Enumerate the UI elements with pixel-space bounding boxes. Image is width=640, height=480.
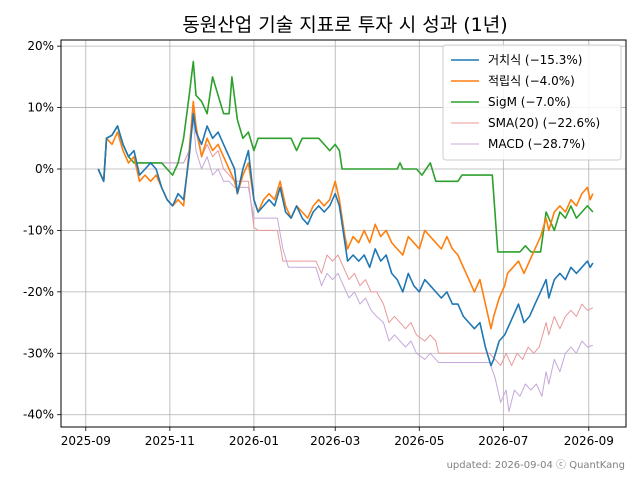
x-tick-label: 2026-01: [229, 434, 279, 448]
series-lines: [97, 60, 594, 413]
plot-frame: [60, 39, 627, 428]
x-tick-label: 2026-05: [394, 434, 444, 448]
x-tick-label: 2026-07: [478, 434, 528, 448]
legend-label: 거치식 (−15.3%): [488, 53, 582, 67]
y-tick-label: -10%: [23, 223, 54, 237]
legend-label: 적립식 (−4.0%): [488, 74, 575, 88]
y-tick-label: -20%: [23, 285, 54, 299]
x-tick-label: 2026-09: [564, 434, 614, 448]
x-tick-label: 2025-09: [61, 434, 111, 448]
y-tick-label: 10%: [27, 101, 54, 115]
y-tick-label: -30%: [23, 346, 54, 360]
grid-lines: [61, 40, 626, 427]
series-line-3: [97, 60, 594, 253]
series-line-5: [97, 119, 594, 413]
y-tick-label: 20%: [27, 39, 54, 53]
legend-label: SigM (−7.0%): [488, 95, 571, 109]
y-tick-label: 0%: [35, 162, 54, 176]
y-tick-label: -40%: [23, 408, 54, 422]
footer-credit: updated: 2026-09-04 ⓒ QuantKang: [447, 459, 625, 471]
legend-box: [442, 44, 622, 161]
axis-ticks: 20% 10% 0% -10% -20% -30% -40% 2025-09 2025-11 20…: [23, 39, 614, 448]
x-tick-label: 2026-03: [310, 434, 360, 448]
chart-title: 동원산업 기술 지표로 투자 시 성과 (1년): [182, 14, 507, 36]
legend-label: SMA(20) (−22.6%): [488, 116, 600, 130]
x-tick-label: 2025-11: [145, 434, 195, 448]
legend-label: MACD (−28.7%): [488, 137, 585, 151]
series-line-2: [97, 100, 594, 330]
legend: 거치식 (−15.3%) 적립식 (−4.0%) SigM (−7.0%) SMA(2…: [442, 44, 622, 161]
series-line-1: [97, 112, 594, 367]
